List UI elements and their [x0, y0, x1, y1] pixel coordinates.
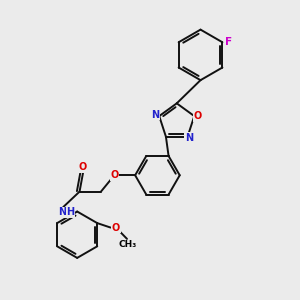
Text: O: O [79, 162, 87, 172]
Text: N: N [152, 110, 160, 120]
Text: CH₃: CH₃ [118, 240, 137, 249]
Text: H: H [67, 207, 75, 218]
Text: O: O [194, 111, 202, 121]
Text: O: O [110, 170, 118, 180]
Text: N: N [185, 133, 193, 143]
Text: O: O [112, 223, 120, 232]
Text: F: F [225, 37, 233, 47]
Text: N: N [58, 207, 66, 218]
